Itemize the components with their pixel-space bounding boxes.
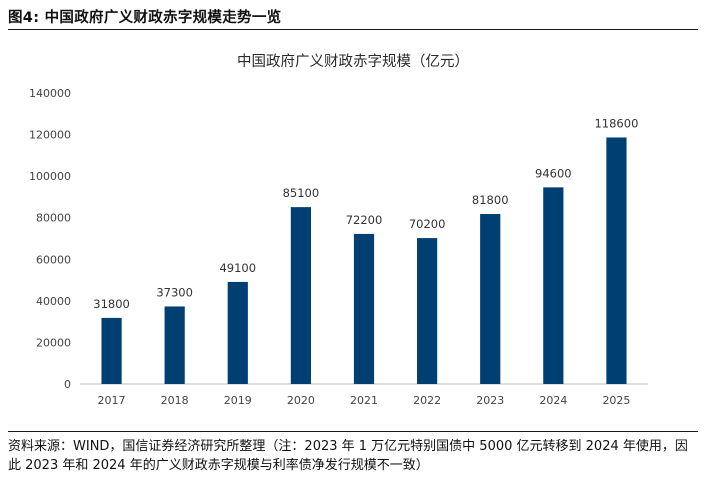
x-tick-label: 2017 [98,394,126,407]
bottom-rule [8,431,698,432]
y-tick-label: 80000 [36,212,71,225]
bar [353,233,375,384]
bar [101,317,122,384]
y-tick-label: 140000 [29,87,71,100]
bars-group [101,137,627,384]
bar-value-label: 31800 [93,297,130,311]
bar-value-label: 70200 [409,217,446,231]
bar-value-label: 85100 [283,186,320,200]
bar-value-label: 94600 [535,166,572,180]
x-tick-label: 2019 [224,394,252,407]
x-tick-label: 2024 [539,394,567,407]
bar [164,306,185,384]
x-tick-label: 2020 [287,394,315,407]
bar-value-label: 81800 [472,193,509,207]
source-note: 资料来源：WIND，国信证券经济研究所整理（注：2023 年 1 万亿元特别国债… [8,439,688,473]
bar-value-label: 72200 [346,213,383,227]
x-tick-label: 2018 [161,394,189,407]
x-tick-label: 2022 [413,394,441,407]
x-tick-label: 2021 [350,394,378,407]
y-tick-label: 40000 [36,295,71,308]
bar-value-label: 37300 [156,285,193,299]
y-tick-label: 100000 [29,170,71,183]
bar [417,238,438,384]
x-tick-label: 2025 [602,394,630,407]
bar-value-label: 49100 [219,261,256,275]
y-axis-ticks: 0 20000 40000 60000 80000 100000 120000 140000 [29,87,71,391]
chart-title: 中国政府广义财政赤字规模（亿元） [237,53,469,70]
bar [227,281,248,384]
x-axis-ticks: 2017 2018 2019 2020 2021 2022 2023 2024 2025 [98,394,631,407]
bar [543,187,564,384]
y-tick-label: 0 [64,378,71,391]
value-labels-group: 31800 37300 49100 85100 72200 70200 81800 94600… [93,116,638,310]
y-tick-label: 120000 [29,129,71,142]
bar [290,207,311,384]
y-tick-label: 20000 [36,336,71,349]
bar [606,137,627,384]
bar-value-label: 118600 [594,116,638,130]
x-tick-label: 2023 [476,394,504,407]
y-tick-label: 60000 [36,253,71,266]
bar [480,213,501,384]
top-rule [8,29,698,30]
bar-chart: 中国政府广义财政赤字规模（亿元） 0 20000 40000 60000 80000 10… [29,53,648,407]
figure-heading: 图4: 中国政府广义财政赤字规模走势一览 [8,10,282,26]
